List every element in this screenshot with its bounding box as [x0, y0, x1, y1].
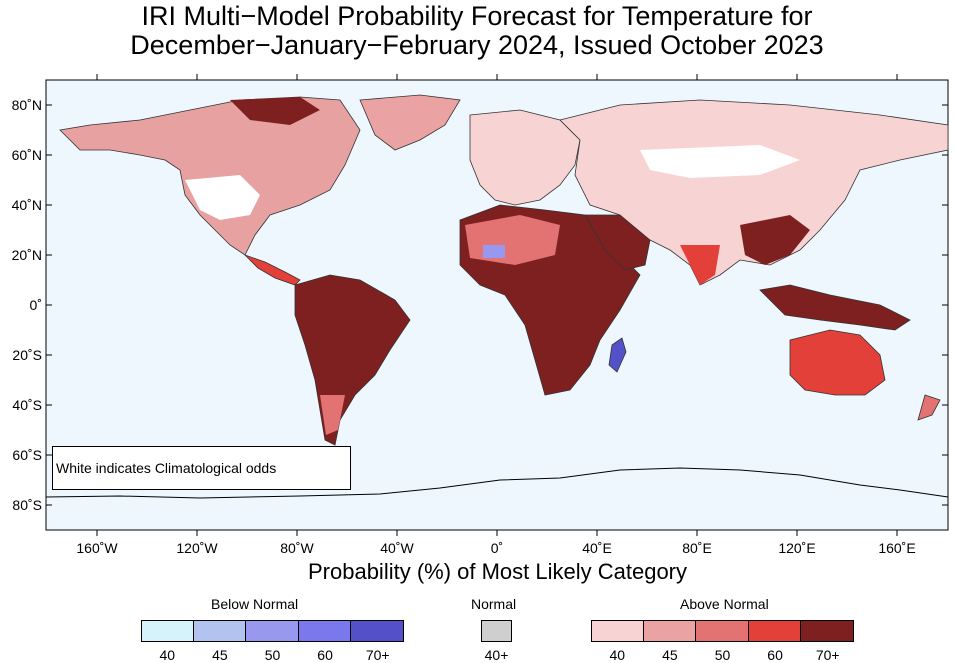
lat-label: 40˚N — [12, 197, 42, 213]
land-areas — [45, 94, 949, 499]
north-america-white — [185, 175, 260, 220]
legend-swatch — [644, 621, 697, 641]
x-axis-label: Probability (%) of Most Likely Category — [307, 559, 688, 584]
legend-tick-label: 40+ — [484, 647, 509, 663]
legend-swatch — [246, 621, 299, 641]
lon-label: 120˚W — [176, 540, 218, 556]
legend-swatch — [194, 621, 247, 641]
madagascar — [608, 337, 627, 373]
legend-tick-label: 60 — [767, 647, 783, 663]
lon-label: 120˚E — [778, 540, 815, 556]
title-line-2: December−January−February 2024, Issued O… — [130, 30, 824, 60]
legend-above-title: Above Normal — [680, 596, 769, 612]
legend-tick-label: 60 — [317, 647, 333, 663]
lon-label: 40˚W — [380, 540, 414, 556]
antarctica-coast — [45, 467, 949, 499]
lon-label: 80˚E — [682, 540, 712, 556]
climatology-note: White indicates Climatological odds — [52, 446, 351, 490]
sahara-blue — [483, 245, 505, 258]
legend-tick-label: 45 — [212, 647, 228, 663]
lat-label: 80˚N — [12, 97, 42, 113]
legend-swatch — [800, 621, 853, 641]
legend-swatch — [696, 621, 749, 641]
maritime-continent — [759, 284, 911, 331]
legend-tick-label: 45 — [662, 647, 678, 663]
legend-swatch — [142, 621, 195, 641]
australia — [789, 329, 886, 396]
legend-tick-label: 40 — [159, 647, 176, 663]
lat-label: 60˚N — [12, 147, 42, 163]
europe — [469, 109, 581, 206]
legend-tick-label: 70+ — [815, 647, 840, 663]
india — [680, 245, 720, 285]
legend-normal-bar — [481, 620, 512, 642]
longitude-axis: 160˚W 120˚W 80˚W 40˚W 0˚ 40˚E 80˚E 120˚E 160˚E — [76, 74, 916, 556]
siberia-white — [640, 145, 800, 178]
asia — [559, 99, 949, 286]
legend-above-bar — [591, 620, 854, 642]
north-america-dark — [230, 97, 320, 125]
lon-label: 80˚W — [280, 540, 314, 556]
greenland — [359, 94, 461, 151]
east-asia-dark — [740, 215, 810, 265]
legend-swatch — [592, 621, 645, 641]
legend-tick-label: 70+ — [365, 647, 390, 663]
legend-tick-label: 50 — [714, 647, 731, 663]
latitude-axis: 80˚N 60˚N 40˚N 20˚N 0˚ 20˚S 40˚S 60˚S 80˚S — [12, 97, 948, 513]
legend-below-title: Below Normal — [211, 596, 299, 612]
central-america — [244, 254, 301, 286]
lat-label: 0˚ — [30, 297, 42, 313]
lat-label: 60˚S — [12, 447, 42, 463]
lat-label: 80˚S — [12, 497, 42, 513]
legend-tick-label: 50 — [264, 647, 281, 663]
legend-swatch — [298, 621, 351, 641]
lon-label: 160˚E — [878, 540, 915, 556]
lon-label: 40˚E — [582, 540, 612, 556]
legend-normal-title: Normal — [471, 596, 517, 612]
lon-label: 0˚ — [491, 540, 503, 556]
title-line-1: IRI Multi−Model Probability Forecast for… — [141, 1, 813, 31]
lat-label: 40˚S — [12, 397, 42, 413]
lon-label: 160˚W — [76, 540, 118, 556]
legend-below-bar — [141, 620, 404, 642]
legend-swatch — [748, 621, 801, 641]
lat-label: 20˚N — [12, 247, 42, 263]
legend-tick-label: 40 — [609, 647, 626, 663]
legend-swatch — [350, 621, 403, 641]
legend-swatch — [482, 621, 511, 641]
lat-label: 20˚S — [12, 347, 42, 363]
new-zealand — [917, 394, 941, 421]
south-america-light — [320, 395, 345, 435]
